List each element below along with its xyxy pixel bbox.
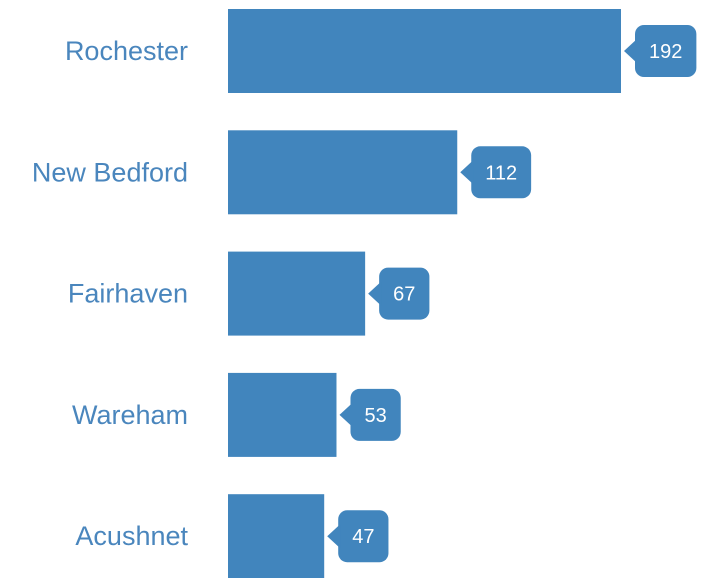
value-callout: 47 [327, 510, 389, 563]
bar [228, 494, 325, 578]
callout-box [471, 146, 532, 199]
value-label: 112 [485, 162, 517, 184]
callout-box [350, 388, 401, 441]
callout-pointer [368, 281, 382, 306]
value-label: 192 [649, 41, 682, 63]
category-label: New Bedford [32, 157, 188, 187]
callout-pointer [460, 160, 474, 185]
value-label: 53 [364, 405, 386, 427]
callout-pointer [624, 39, 637, 63]
value-callout: 67 [368, 267, 430, 320]
bar [228, 130, 458, 215]
category-label: Fairhaven [68, 279, 188, 309]
bar [228, 372, 337, 457]
callout-box [338, 510, 389, 563]
callout-box [635, 25, 697, 77]
category-label: Rochester [65, 36, 188, 66]
value-callout: 53 [339, 388, 401, 441]
bar [228, 9, 621, 93]
value-callout: 112 [460, 146, 532, 199]
value-label: 47 [352, 526, 374, 548]
value-label: 67 [393, 284, 415, 306]
callout-pointer [339, 402, 353, 427]
bar [228, 251, 366, 336]
callout-pointer [327, 524, 341, 549]
category-label: Acushnet [75, 521, 188, 551]
category-label: Wareham [72, 400, 188, 430]
value-callout: 192 [624, 25, 697, 77]
callout-box [379, 267, 430, 320]
